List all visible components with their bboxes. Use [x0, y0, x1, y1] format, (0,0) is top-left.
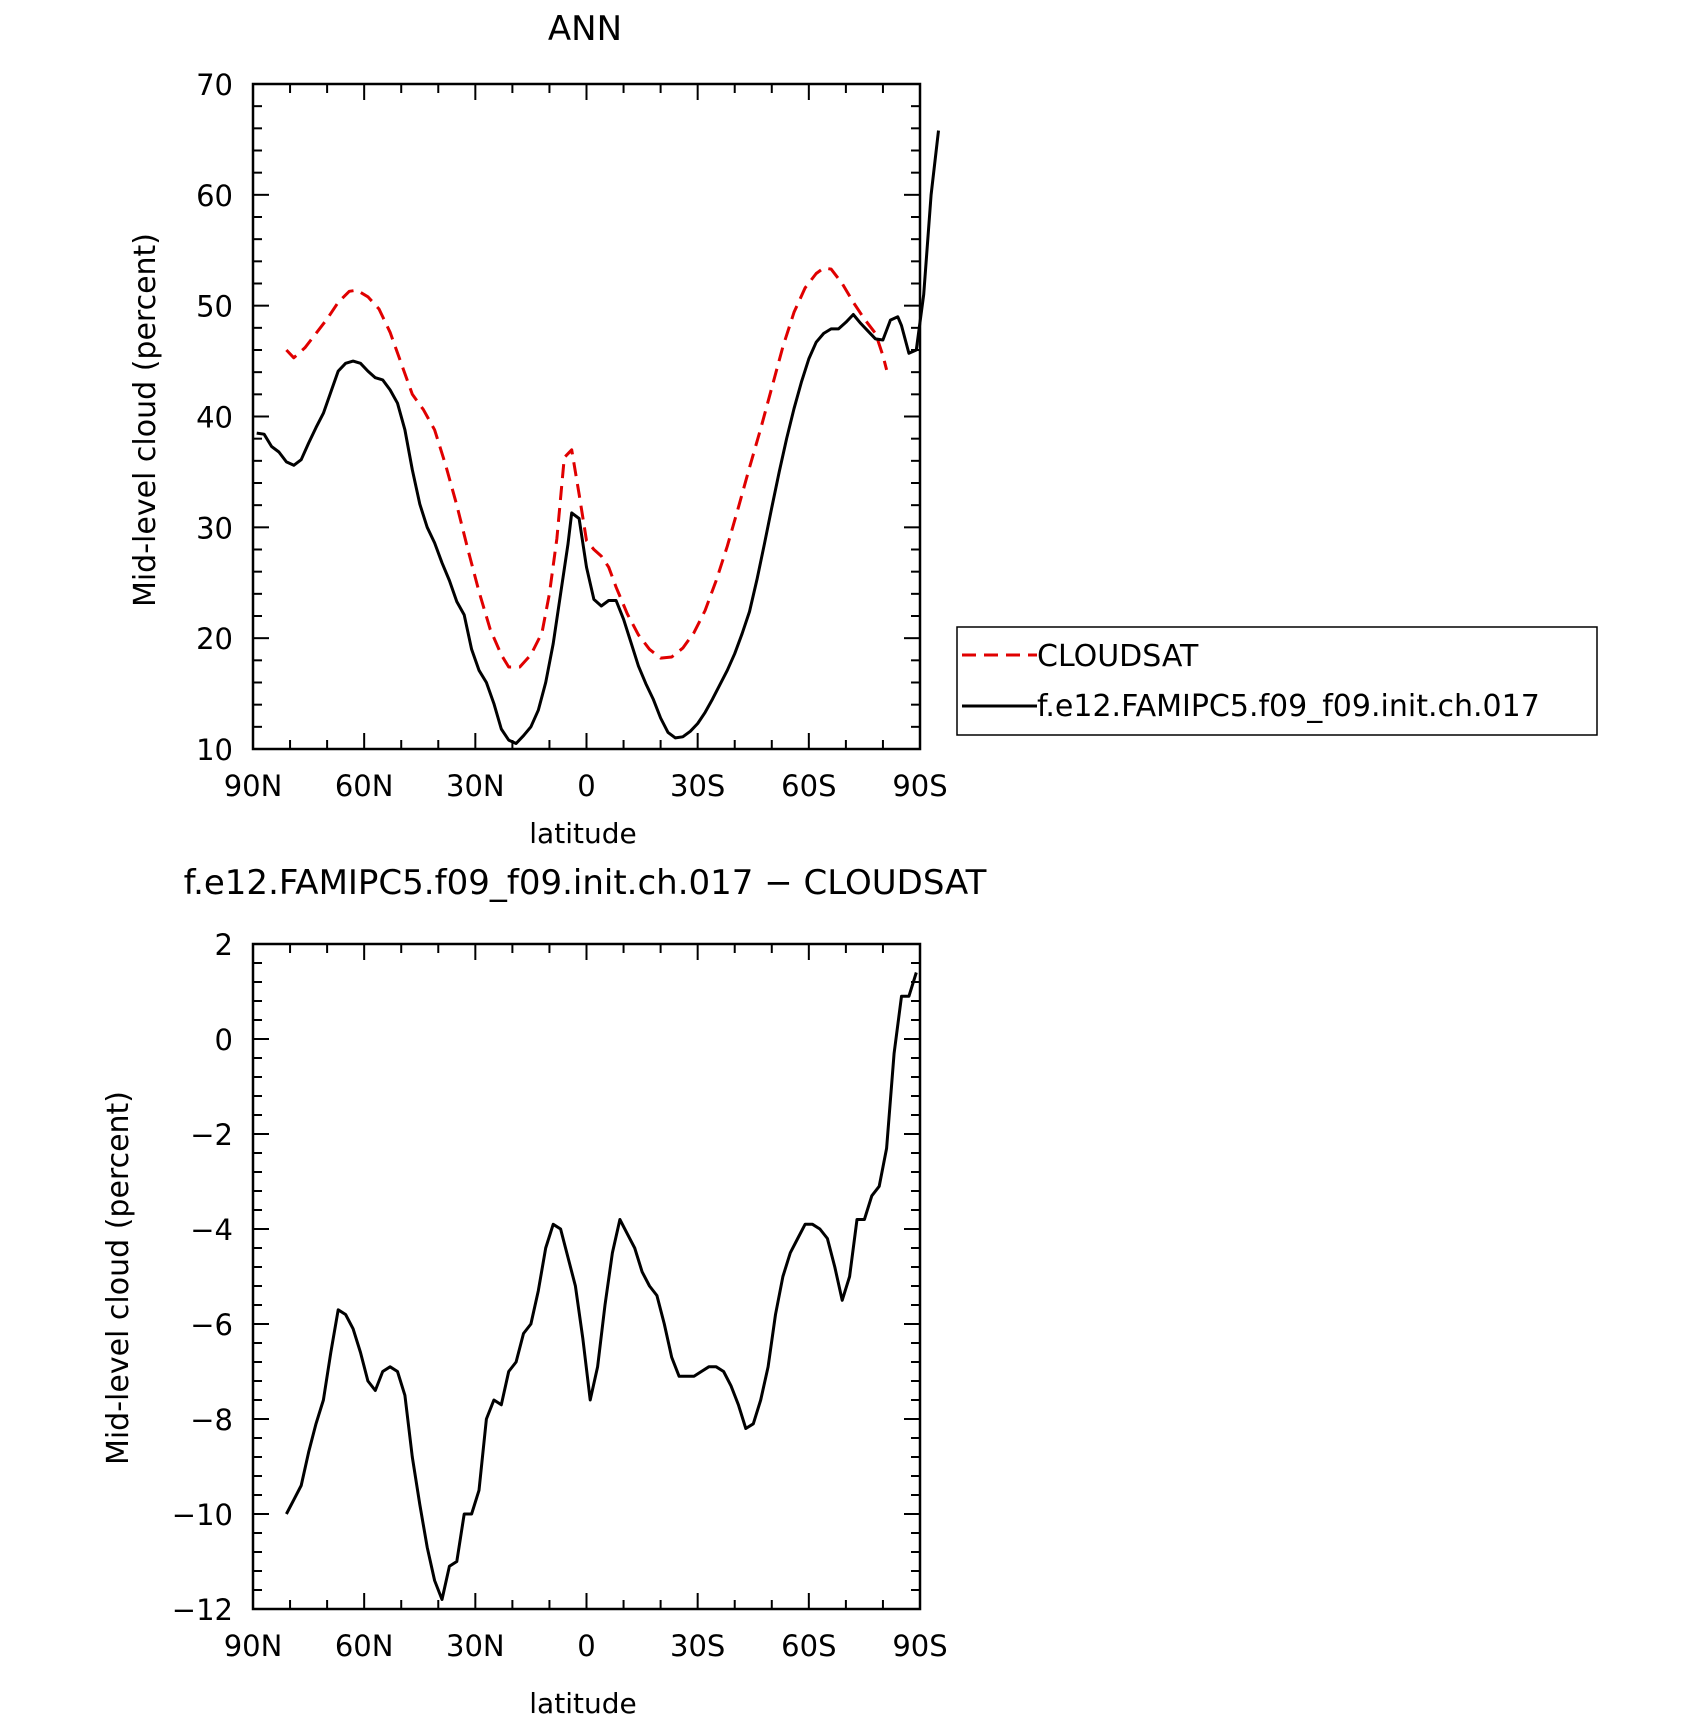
y-tick-label: −12: [172, 1593, 233, 1627]
y-tick-label: 20: [196, 622, 233, 656]
y-tick-label: −4: [190, 1213, 233, 1247]
top-series: [256, 130, 940, 745]
y-tick-label: −10: [172, 1498, 233, 1532]
y-tick-label: −6: [190, 1308, 233, 1342]
plot-frame: [251, 942, 922, 1611]
legend-entry-cloudsat: CLOUDSAT: [1037, 639, 1199, 674]
legend-box: [956, 626, 1598, 736]
bottom-y-axis-label: Mid-level cloud (percent): [101, 1091, 136, 1465]
difference-panel: f.e12.FAMIPC5.f09_f09.init.ch.017 − CLOU…: [101, 863, 987, 1720]
x-tick-label: 30N: [446, 1629, 505, 1663]
x-tick-label: 90N: [224, 1629, 283, 1663]
x-tick-label: 60S: [781, 1629, 836, 1663]
top-axes: 90N 60N 30N 0 30S 60S 90S 10 20 30 40 50 60 70: [196, 68, 948, 803]
series-line-cloudsat: [285, 266, 889, 669]
y-tick-label: 10: [196, 733, 233, 767]
y-tick-label: 30: [196, 511, 233, 545]
top-y-axis-label: Mid-level cloud (percent): [128, 233, 163, 607]
x-tick-label: 60S: [781, 769, 836, 803]
legend: CLOUDSAT f.e12.FAMIPC5.f09_f09.init.ch.0…: [956, 626, 1598, 736]
y-tick-label: 40: [196, 401, 233, 435]
annual-mean-panel: ANN 90N 60N 30N 0 30S 60S 90S 10 20 30 40 50 60 70 la…: [128, 9, 1598, 850]
x-tick-label: 0: [577, 1629, 595, 1663]
x-tick-label: 90N: [224, 769, 283, 803]
top-chart-title: ANN: [548, 9, 622, 49]
y-tick-label: 0: [215, 1023, 233, 1057]
bottom-x-axis-label: latitude: [529, 1687, 636, 1720]
y-tick-label: −2: [190, 1118, 233, 1152]
x-tick-label: 60N: [335, 769, 394, 803]
y-tick-label: 60: [196, 179, 233, 213]
bottom-chart-title: f.e12.FAMIPC5.f09_f09.init.ch.017 − CLOU…: [184, 863, 987, 903]
y-tick-label: −8: [190, 1403, 233, 1437]
legend-entry-model: f.e12.FAMIPC5.f09_f09.init.ch.017: [1037, 689, 1540, 724]
y-tick-label: 70: [196, 68, 233, 102]
y-tick-label: 50: [196, 290, 233, 324]
bottom-axes: 90N 60N 30N 0 30S 60S 90S 2 0 −2 −4 −6 −8 −10 −12: [172, 928, 948, 1663]
x-tick-label: 30S: [670, 1629, 725, 1663]
x-tick-label: 60N: [335, 1629, 394, 1663]
bottom-series: [285, 972, 918, 1601]
x-tick-label: 30N: [446, 769, 505, 803]
x-tick-label: 90S: [892, 769, 947, 803]
top-x-axis-label: latitude: [529, 817, 636, 850]
plot-frame: [251, 82, 922, 751]
series-line-difference: [285, 972, 918, 1601]
x-tick-label: 90S: [892, 1629, 947, 1663]
x-tick-label: 0: [577, 769, 595, 803]
y-tick-label: 2: [215, 928, 233, 962]
x-tick-label: 30S: [670, 769, 725, 803]
series-line-model: [256, 130, 940, 745]
